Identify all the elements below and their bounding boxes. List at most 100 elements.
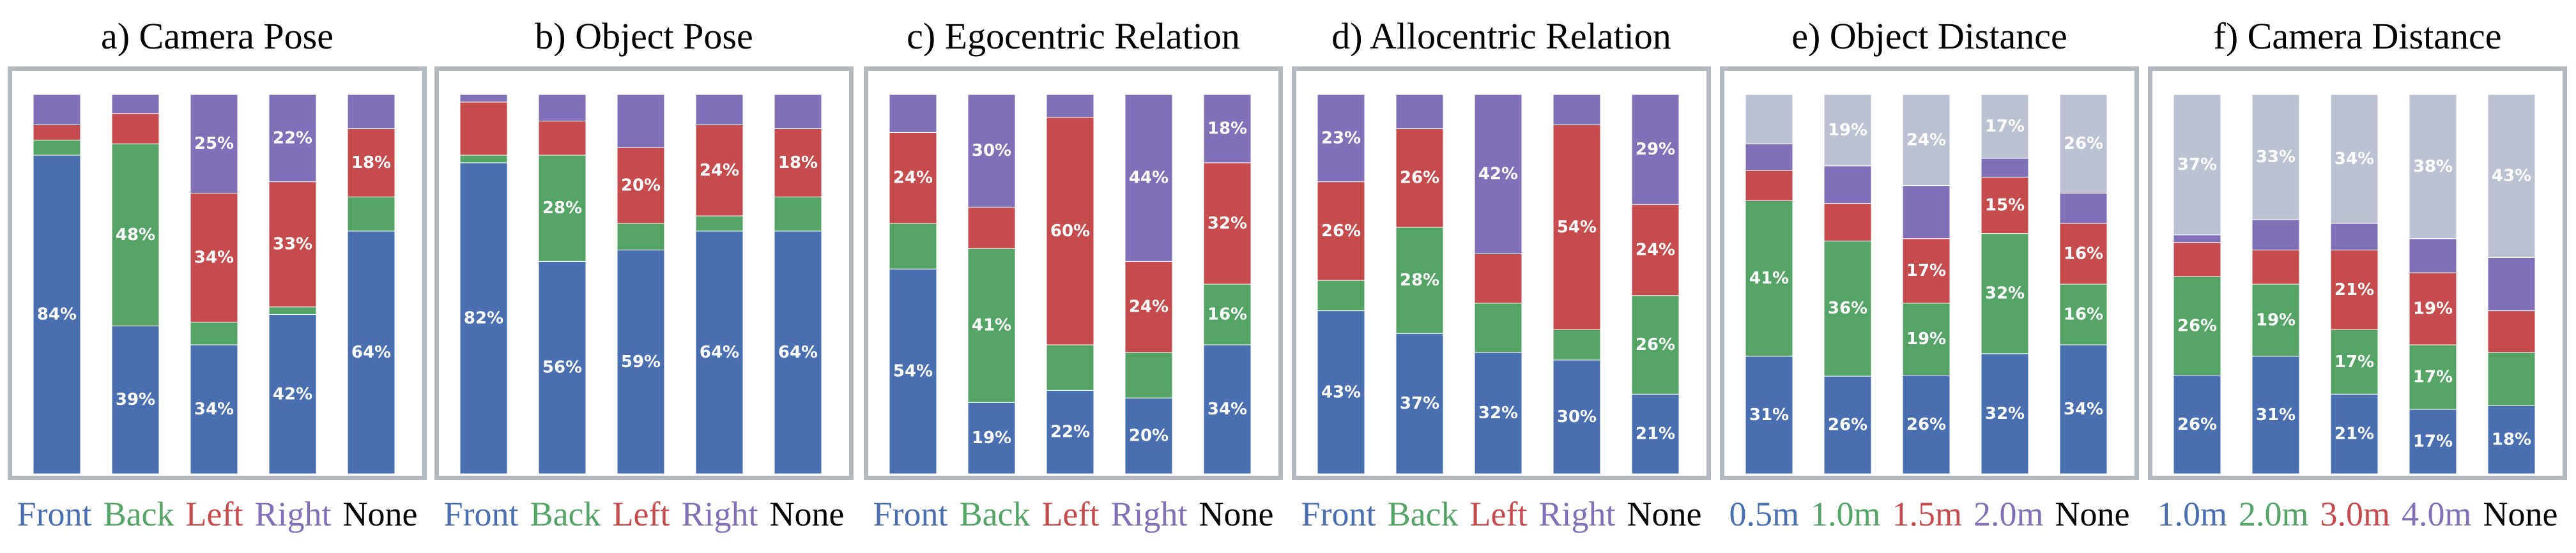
data-label: 48% (116, 225, 155, 245)
legend-item: None (769, 495, 845, 533)
legend-item: Back (103, 495, 174, 533)
data-label: 30% (972, 141, 1011, 160)
legend-item: Back (530, 495, 601, 533)
data-label: 25% (194, 134, 234, 153)
bar-segment (347, 196, 395, 232)
legend: Front Back Left Right None (434, 485, 854, 543)
bar-segment (347, 128, 395, 197)
data-label: 84% (37, 305, 77, 324)
bar-segment (1124, 261, 1173, 353)
bar-segment (111, 325, 160, 474)
bar-segment (190, 192, 238, 322)
data-label: 17% (2413, 368, 2453, 387)
bar-segment (889, 268, 937, 474)
bar-segment (347, 94, 395, 129)
bar-segment (2330, 329, 2379, 395)
bar-segment (617, 94, 665, 148)
panel-title: f) Camera Distance (2213, 15, 2502, 57)
data-label: 16% (2064, 305, 2103, 324)
bar-segment (2330, 94, 2379, 224)
bar-segment (1745, 356, 1793, 474)
legend-item: Back (1387, 495, 1459, 533)
bar-segment (774, 128, 822, 197)
data-label: 31% (1749, 405, 1789, 425)
data-label: 34% (194, 248, 234, 267)
data-label: 21% (2334, 425, 2374, 444)
bar-segment (2059, 94, 2108, 193)
bar-segment (1474, 94, 1522, 254)
bar-segment (1474, 352, 1522, 474)
bar-segment (1981, 353, 2029, 474)
data-label: 17% (1906, 261, 1946, 280)
bar-segment (967, 402, 1016, 474)
data-label: 34% (2334, 149, 2374, 169)
legend-item: Left (1041, 495, 1100, 533)
data-label: 26% (2064, 134, 2103, 153)
bar-segment (2173, 242, 2221, 277)
bar-segment (1317, 94, 1365, 183)
data-label: 29% (1636, 140, 1675, 159)
bar-segment (1981, 158, 2029, 178)
bar-segment (2487, 352, 2536, 406)
bar-segment (1631, 393, 1680, 474)
legend-item: 1.5m (1892, 495, 1963, 533)
bar-segment (967, 94, 1016, 208)
data-label: 18% (351, 153, 391, 172)
data-label: 19% (2256, 310, 2296, 330)
bar-segment (268, 181, 317, 308)
data-label: 19% (1828, 121, 1867, 140)
bar-segment (1745, 200, 1793, 357)
legend-item: None (1627, 495, 1702, 533)
panel-title: b) Object Pose (535, 15, 753, 57)
bar-segment (33, 139, 81, 156)
bar-segment (538, 261, 586, 474)
bar-segment (2059, 284, 2108, 345)
data-label: 33% (2256, 148, 2296, 167)
legend: 0.5m 1.0m 1.5m 2.0m None (1720, 485, 2139, 543)
bar-segment (1631, 94, 1680, 205)
bar-segment (538, 155, 586, 262)
legend: 1.0m 2.0m 3.0m 4.0m None (2148, 485, 2567, 543)
data-label: 26% (1906, 415, 1946, 434)
legend-item: Right (681, 495, 758, 533)
bar-segment (33, 125, 81, 140)
bar-segment (1203, 284, 1252, 345)
legend-item: Left (185, 495, 243, 533)
bar-segment (695, 94, 744, 126)
bar-segment (2330, 223, 2379, 251)
bar-segment (1317, 310, 1365, 474)
bar-segment (268, 94, 317, 183)
legend-item: Front (1301, 495, 1376, 533)
panel-title: a) Camera Pose (101, 15, 334, 57)
data-label: 24% (700, 161, 739, 180)
data-label: 24% (1906, 130, 1946, 149)
data-label: 37% (2177, 155, 2217, 174)
bar-segment (2251, 250, 2300, 285)
bar-segment (2173, 234, 2221, 243)
bar-segment (2173, 276, 2221, 376)
bar-segment (2487, 310, 2536, 353)
legend-item: Left (1469, 495, 1528, 533)
data-label: 37% (1400, 394, 1439, 413)
bar-segment (1902, 94, 1951, 186)
data-label: 19% (972, 428, 1011, 448)
legend-item: None (342, 495, 418, 533)
data-label: 32% (1985, 284, 2025, 303)
bar-segment (1981, 94, 2029, 159)
data-label: 43% (2492, 167, 2531, 186)
bar-segment (1203, 94, 1252, 163)
bar-segment (1124, 397, 1173, 474)
data-label: 26% (1321, 222, 1361, 241)
bar-segment (459, 162, 508, 474)
data-label: 15% (1985, 195, 2025, 215)
bar-segment (889, 132, 937, 224)
bar-segment (1902, 303, 1951, 376)
legend-item: 2.0m (1974, 495, 2044, 533)
bar-segment (1395, 333, 1444, 474)
bar-segment (1317, 181, 1365, 281)
bar-segment (1395, 94, 1444, 129)
panel-title: c) Egocentric Relation (907, 15, 1240, 57)
bar-segment (617, 250, 665, 474)
data-label: 17% (2413, 432, 2453, 451)
